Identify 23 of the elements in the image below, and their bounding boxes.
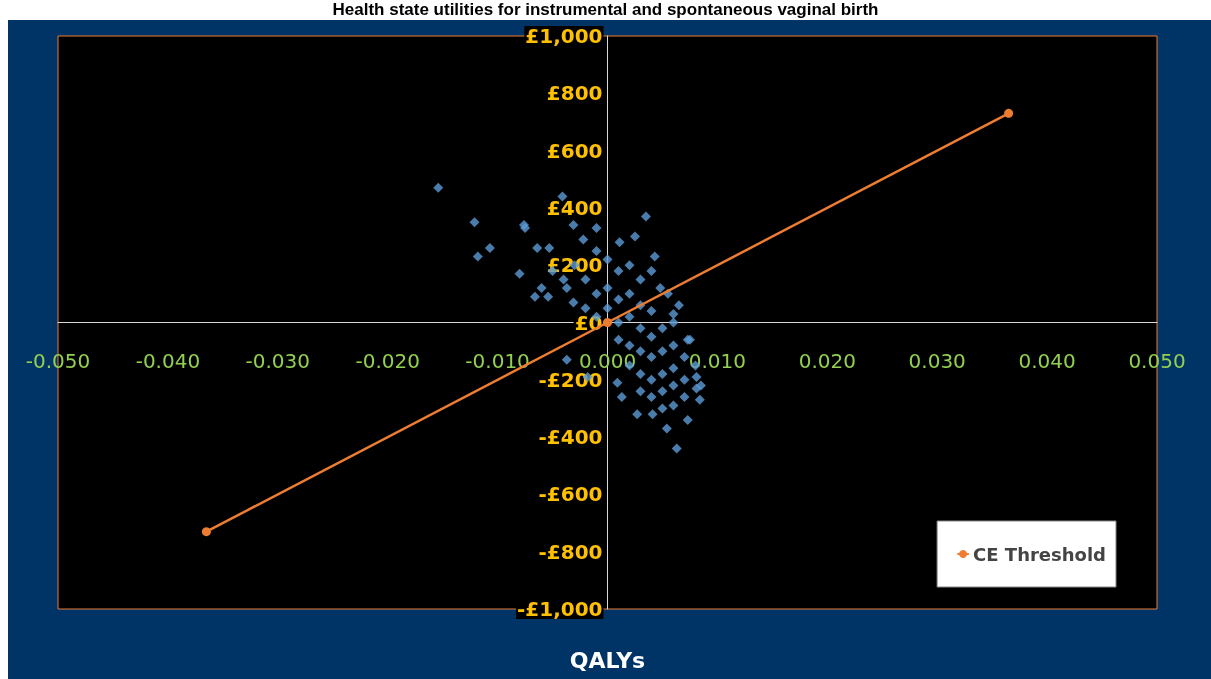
x-axis-title: QALYs <box>569 647 646 673</box>
chart-title: Health state utilities for instrumental and spontaneous vaginal birth <box>332 0 879 19</box>
y-tick-label: -£1,000 <box>517 597 603 621</box>
x-tick-label: -0.020 <box>355 348 420 373</box>
x-tick-label: 0.020 <box>798 348 856 373</box>
x-tick-label: 0.030 <box>908 348 966 373</box>
x-tick-label: -0.010 <box>465 348 530 373</box>
point <box>1004 108 1014 118</box>
y-tick-label: -£800 <box>538 539 603 564</box>
point <box>603 318 612 327</box>
y-tick-label: -£600 <box>538 482 603 507</box>
x-tick-label: 0.010 <box>688 348 747 373</box>
y-tick-label: £600 <box>546 138 603 163</box>
y-tick-label: £400 <box>546 195 603 220</box>
y-tick-label: -£400 <box>538 425 603 450</box>
x-tick-label: 0.040 <box>1018 348 1076 373</box>
y-tick-label: £800 <box>546 81 603 106</box>
point <box>201 527 211 537</box>
y-tick-label: £1,000 <box>525 24 603 48</box>
x-tick-label: -0.030 <box>245 348 311 373</box>
x-tick-label: -0.040 <box>135 348 201 373</box>
legend-label: CE Threshold <box>973 543 1107 565</box>
y-tick-label: -£200 <box>538 367 603 392</box>
